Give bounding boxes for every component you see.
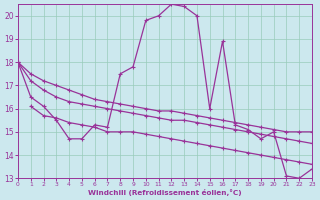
X-axis label: Windchill (Refroidissement éolien,°C): Windchill (Refroidissement éolien,°C) bbox=[88, 189, 242, 196]
